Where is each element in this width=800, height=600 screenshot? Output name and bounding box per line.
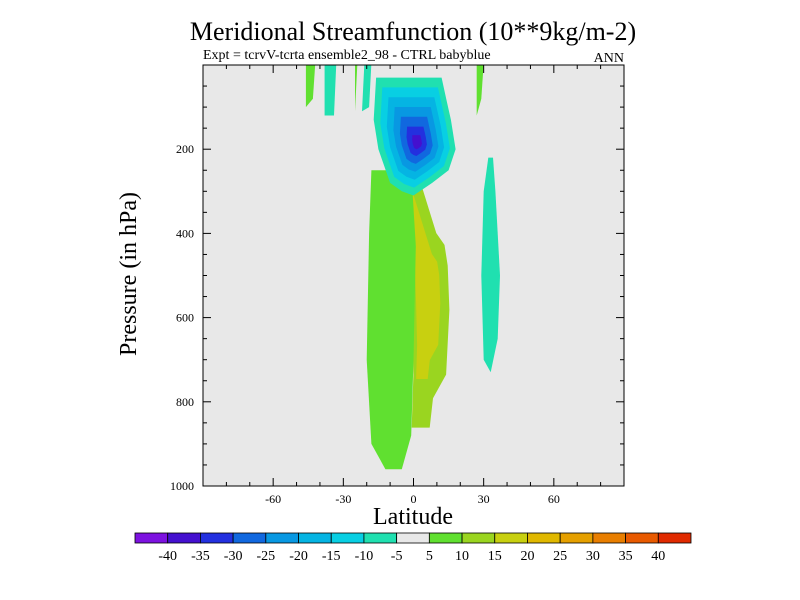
colorbar-label: 35 bbox=[619, 549, 633, 564]
x-tick-label: 60 bbox=[548, 492, 560, 506]
colorbar-label: -40 bbox=[158, 549, 177, 564]
colorbar-swatch bbox=[527, 532, 561, 544]
colorbar-swatch bbox=[559, 532, 594, 544]
x-tick-label: 0 bbox=[411, 492, 417, 506]
colorbar-swatch bbox=[330, 532, 365, 544]
colorbar-label: -10 bbox=[355, 549, 374, 564]
colorbar-label: 15 bbox=[488, 549, 502, 564]
colorbar-label: -25 bbox=[256, 549, 275, 564]
x-tick-label: -60 bbox=[265, 492, 281, 506]
colorbar-swatch bbox=[625, 532, 659, 544]
colorbar-swatch bbox=[200, 532, 234, 544]
upper-band-1 bbox=[305, 65, 316, 108]
colorbar-swatch bbox=[167, 532, 201, 544]
colorbar-swatch bbox=[657, 532, 692, 544]
colorbar-swatch bbox=[494, 532, 528, 544]
colorbar-label: -20 bbox=[289, 549, 308, 564]
colorbar-swatch bbox=[592, 532, 626, 544]
y-tick-label: 200 bbox=[176, 142, 194, 156]
colorbar-label: 5 bbox=[426, 549, 433, 564]
season-label: ANN bbox=[594, 51, 624, 66]
y-tick-label: 400 bbox=[176, 226, 194, 240]
colorbar-swatch bbox=[134, 532, 169, 544]
colorbar-swatch bbox=[363, 532, 398, 544]
colorbar-swatch bbox=[232, 532, 267, 544]
axes: -60 -30 0 30 60 200 400 600 800 1000 bbox=[170, 64, 625, 506]
colorbar: -40 -35 -30 -25 -20 -15 -10 -5 5 10 15 20 25 30 35 40 bbox=[134, 532, 692, 564]
chart-title: Meridional Streamfunction (10**9kg/m-2) bbox=[190, 17, 636, 46]
colorbar-label: -30 bbox=[224, 549, 243, 564]
colorbar-label: 30 bbox=[586, 549, 600, 564]
colorbar-swatch bbox=[461, 532, 496, 544]
y-tick-label: 800 bbox=[176, 395, 194, 409]
x-tick-label: 30 bbox=[478, 492, 490, 506]
x-tick-label: -30 bbox=[335, 492, 351, 506]
colorbar-swatch bbox=[396, 532, 430, 544]
upper-negative-cell-level-6 bbox=[412, 135, 422, 150]
north-subtropic-cell-level-0 bbox=[481, 157, 500, 373]
north-upper-mid-cell-level-1 bbox=[411, 189, 441, 379]
upper-band-3 bbox=[355, 65, 358, 112]
upper-band-2 bbox=[324, 65, 337, 116]
colorbar-label: -35 bbox=[191, 549, 210, 564]
colorbar-label: 40 bbox=[651, 549, 665, 564]
chart-subtitle: Expt = tcrvV-tcrta ensemble2_98 - CTRL b… bbox=[203, 48, 491, 63]
tropics-overlay-level-0 bbox=[366, 170, 416, 470]
colorbar-label: -5 bbox=[391, 549, 403, 564]
y-axis-label: Pressure (in hPa) bbox=[116, 192, 142, 356]
upper-band-4 bbox=[362, 65, 372, 112]
colorbar-swatch bbox=[428, 532, 463, 544]
colorbar-swatch bbox=[265, 532, 299, 544]
upper-band-5 bbox=[476, 65, 484, 116]
colorbar-label: 10 bbox=[455, 549, 469, 564]
plot-area bbox=[203, 65, 624, 486]
y-tick-label: 600 bbox=[176, 311, 194, 325]
colorbar-label: 25 bbox=[553, 549, 567, 564]
colorbar-label: -15 bbox=[322, 549, 341, 564]
x-axis-label: Latitude bbox=[373, 504, 453, 530]
colorbar-label: 20 bbox=[520, 549, 534, 564]
colorbar-swatch bbox=[298, 532, 332, 544]
y-tick-label: 1000 bbox=[170, 479, 194, 493]
